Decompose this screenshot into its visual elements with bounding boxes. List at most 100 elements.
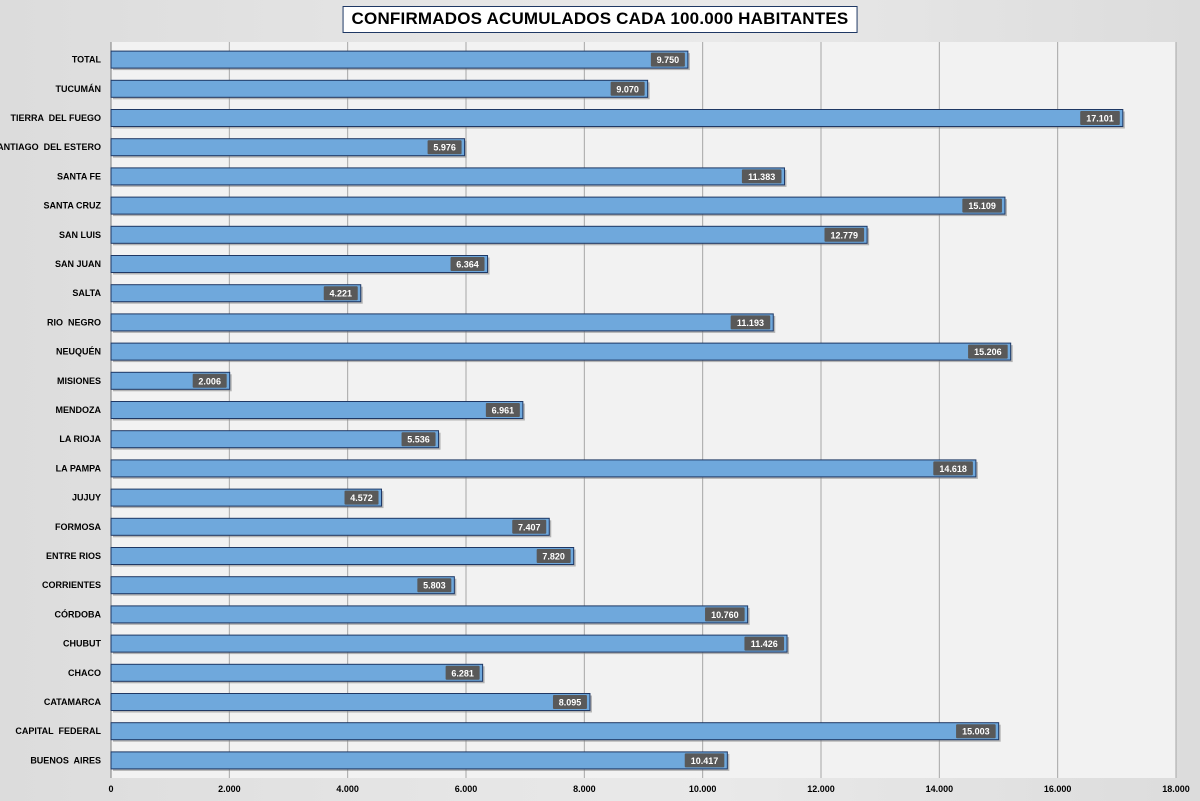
bar: [110, 663, 484, 682]
category-label: SANTIAGO DEL ESTERO: [0, 142, 101, 152]
data-label: 9.750: [657, 55, 680, 65]
data-label: 15.109: [968, 201, 996, 211]
data-label: 10.760: [711, 610, 739, 620]
bar: [110, 488, 383, 507]
bar: [110, 79, 649, 98]
x-tick-label: 4.000: [336, 784, 359, 794]
data-label: 5.536: [407, 435, 430, 445]
category-label: TUCUMÁN: [56, 84, 102, 94]
data-label: 4.572: [350, 493, 373, 503]
chart-title: CONFIRMADOS ACUMULADOS CADA 100.000 HABI…: [342, 6, 858, 33]
category-label: CORRIENTES: [42, 580, 101, 590]
data-label-background: [744, 636, 785, 651]
x-tick-label: 0: [108, 784, 113, 794]
data-label-background: [1080, 111, 1120, 125]
x-tick-label: 6.000: [455, 784, 478, 794]
category-label: TOTAL: [72, 55, 102, 65]
bar: [110, 693, 591, 711]
bar: [110, 342, 1012, 361]
data-label-background: [824, 227, 865, 242]
bar: [110, 722, 1000, 741]
bar: [110, 196, 1006, 215]
category-label: FORMOSA: [55, 522, 101, 532]
x-tick-label: 2.000: [218, 784, 241, 794]
data-label-background: [323, 286, 358, 301]
category-label: SAN LUIS: [59, 230, 101, 240]
data-label: 17.101: [1086, 114, 1114, 124]
category-label: CHUBUT: [63, 639, 101, 649]
category-label: SANTA FE: [57, 171, 101, 181]
data-label-background: [552, 695, 587, 709]
data-label-background: [730, 315, 771, 330]
data-label: 5.976: [433, 143, 456, 153]
bar: [110, 576, 455, 595]
data-label-background: [610, 81, 645, 96]
category-label: CAPITAL FEDERAL: [15, 726, 101, 736]
x-tick-label: 14.000: [926, 784, 954, 794]
bar: [110, 751, 728, 770]
x-tick-label: 8.000: [573, 784, 596, 794]
category-label: JUJUY: [72, 493, 101, 503]
bar: [110, 225, 868, 244]
data-label: 9.070: [616, 84, 639, 94]
data-label: 14.618: [939, 464, 967, 474]
bar: [110, 109, 1124, 127]
data-label-background: [650, 52, 685, 67]
data-label: 4.221: [329, 289, 352, 299]
data-label-background: [741, 169, 782, 184]
data-label: 11.426: [751, 639, 778, 649]
bar: [110, 634, 788, 653]
data-label-background: [705, 607, 745, 622]
data-label-background: [956, 724, 996, 739]
category-label: LA RIOJA: [59, 434, 101, 444]
category-label: BUENOS AIRES: [30, 755, 101, 765]
data-label-background: [933, 461, 973, 476]
category-label: LA PAMPA: [56, 463, 102, 473]
data-label: 11.383: [748, 172, 775, 182]
data-label-background: [450, 257, 485, 271]
data-label: 15.206: [974, 347, 1002, 357]
bar: [110, 313, 774, 332]
bar: [110, 459, 977, 478]
category-label: MENDOZA: [56, 405, 102, 415]
bar: [110, 547, 575, 565]
category-label: RIO NEGRO: [47, 317, 101, 327]
x-tick-label: 10.000: [689, 784, 717, 794]
data-label-background: [445, 665, 480, 680]
bar: [110, 401, 524, 419]
bar: [110, 284, 362, 303]
category-label: CHACO: [68, 668, 101, 678]
data-label: 8.095: [559, 698, 582, 708]
category-label: SAN JUAN: [55, 259, 101, 269]
data-label-background: [417, 578, 452, 593]
bar: [110, 138, 466, 157]
category-label: SANTA CRUZ: [44, 201, 102, 211]
x-tick-label: 16.000: [1044, 784, 1072, 794]
data-label: 6.281: [451, 668, 474, 678]
bar: [110, 430, 440, 449]
data-label: 12.779: [831, 230, 859, 240]
data-label-background: [427, 140, 462, 155]
bar: [110, 517, 550, 536]
category-label: NEUQUÉN: [56, 347, 101, 357]
category-label: CÓRDOBA: [55, 608, 102, 619]
data-label: 7.407: [518, 522, 541, 532]
data-label: 6.364: [456, 260, 479, 270]
category-label: TIERRA DEL FUEGO: [10, 113, 101, 123]
data-label-background: [512, 519, 547, 534]
data-label-background: [962, 198, 1002, 213]
data-label: 5.803: [423, 581, 446, 591]
data-label: 7.820: [542, 552, 565, 562]
data-label-background: [536, 549, 571, 563]
bar: [110, 605, 749, 624]
category-label: CATAMARCA: [44, 697, 102, 707]
x-tick-label: 18.000: [1162, 784, 1190, 794]
data-label: 15.003: [962, 727, 990, 737]
bar: [110, 50, 689, 69]
bar: [110, 255, 489, 273]
data-label-background: [192, 373, 227, 388]
x-tick-label: 12.000: [807, 784, 835, 794]
data-label-background: [485, 403, 520, 417]
